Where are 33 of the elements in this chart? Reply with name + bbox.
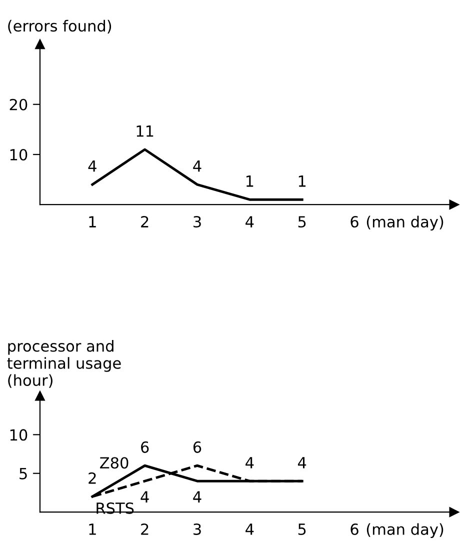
x-tick-label: 6 — [350, 216, 358, 228]
x-tick-label: 5 — [298, 216, 306, 228]
x-axis-title: (man day) — [366, 523, 444, 538]
data-label: 4 — [88, 160, 96, 172]
data-label: 4 — [298, 457, 306, 468]
data-label: 11 — [136, 125, 154, 137]
x-tick-label: 2 — [141, 523, 148, 535]
x-tick-label: 5 — [298, 524, 306, 536]
y-tick-label: 10 — [10, 148, 28, 161]
data-label: 6 — [193, 441, 202, 453]
data-label: 1 — [298, 176, 306, 187]
y-axis-title: processor and terminal usage (hour) — [7, 340, 121, 388]
data-label: 4 — [193, 160, 202, 172]
x-axis-title: (man day) — [366, 216, 444, 231]
x-tick-label: 3 — [194, 523, 201, 536]
x-tick-label: 1 — [89, 216, 96, 228]
x-tick-label: 3 — [194, 216, 201, 228]
series-label: Z80 — [100, 457, 128, 469]
data-label: 4 — [193, 491, 202, 502]
x-tick-label: 1 — [89, 524, 96, 535]
data-label: 2 — [88, 472, 96, 484]
x-tick-label: 6 — [350, 523, 358, 536]
y-tick-label: 10 — [10, 429, 28, 441]
y-axis-title: (errors found) — [8, 20, 112, 34]
x-tick-label: 2 — [141, 216, 148, 228]
data-label: 1 — [246, 176, 254, 187]
y-tick-label: 5 — [20, 468, 27, 480]
x-tick-label: 4 — [246, 524, 254, 535]
data-label: 6 — [141, 441, 149, 453]
x-tick-label: 4 — [246, 216, 254, 228]
y-tick-label: 20 — [10, 98, 28, 110]
data-label: 4 — [140, 491, 149, 502]
data-label: 4 — [246, 457, 254, 468]
